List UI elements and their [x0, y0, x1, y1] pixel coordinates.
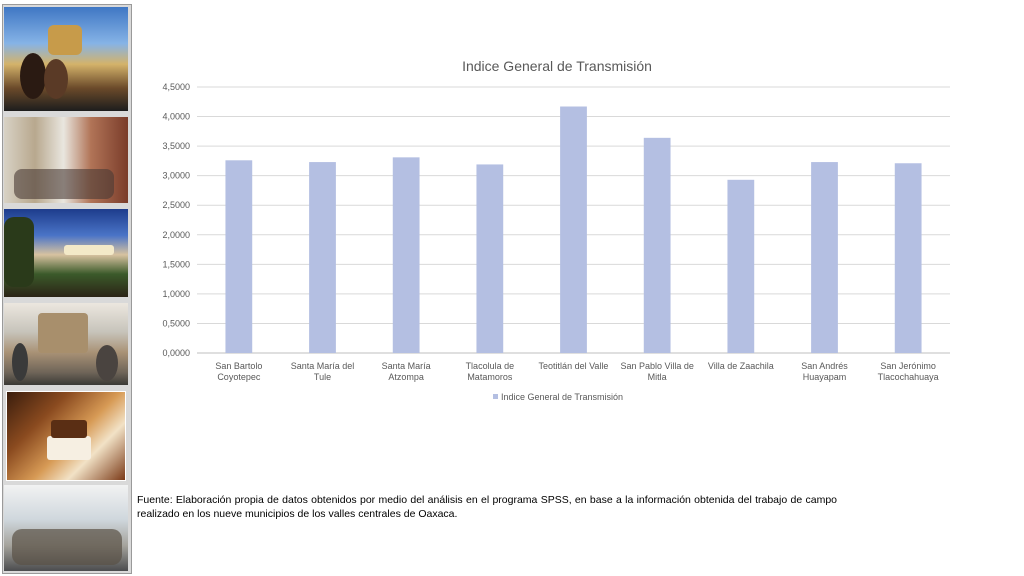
legend-swatch: [493, 394, 498, 399]
chart-title: Indice General de Transmisión: [462, 58, 652, 74]
x-tick-label: Tlacolula de Matamoros: [466, 361, 515, 382]
bars: [225, 106, 922, 353]
legend-label: Indice General de Transmisión: [501, 392, 623, 402]
bar: [560, 106, 587, 353]
x-tick-label: San Jerónimo Tlacochahuaya: [878, 361, 939, 382]
y-tick-label: 0,0000: [162, 348, 190, 358]
y-tick-label: 2,5000: [162, 200, 190, 210]
x-axis-ticks: San Bartolo Coyotepec Santa María del Tule S…: [215, 361, 938, 382]
y-tick-label: 4,5000: [162, 82, 190, 92]
bar: [476, 164, 504, 353]
x-tick-label: Villa de Zaachila: [708, 361, 774, 371]
bar: [643, 137, 671, 353]
photo-sidebar: [2, 4, 132, 574]
bar: [727, 179, 755, 353]
y-tick-label: 0,5000: [162, 318, 190, 328]
x-tick-label: Santa María del Tule: [291, 361, 355, 382]
y-tick-label: 2,0000: [162, 230, 190, 240]
y-tick-label: 1,0000: [162, 289, 190, 299]
market-people-photo: [4, 485, 128, 571]
source-note: Fuente: Elaboración propia de datos obte…: [137, 494, 837, 520]
x-tick-label: San Bartolo Coyotepec: [215, 361, 262, 382]
bar: [811, 162, 838, 353]
x-tick-label: Santa María Atzompa: [382, 361, 431, 382]
x-tick-label: San Pablo Villa de Mitla: [620, 361, 693, 382]
street-crowd-photo: [4, 117, 128, 203]
hotel-room-photo: [6, 391, 126, 481]
x-tick-label: Teotitlán del Valle: [539, 361, 609, 371]
bar: [225, 160, 253, 353]
bar: [392, 157, 420, 353]
bar: [309, 162, 336, 353]
y-tick-label: 3,0000: [162, 171, 190, 181]
x-tick-label: San Andrés Huayapam: [801, 361, 848, 382]
church-plaza-photo: [4, 303, 128, 385]
bar: [894, 163, 922, 353]
y-axis-ticks: 0,0000 0,5000 1,0000 1,5000 2,0000 2,5000 3,00…: [162, 82, 190, 358]
y-tick-label: 4,0000: [162, 112, 190, 122]
city-tourists-photo: [4, 7, 128, 111]
y-tick-label: 1,5000: [162, 259, 190, 269]
y-tick-label: 3,5000: [162, 141, 190, 151]
legend: Indice General de Transmisión: [493, 392, 623, 402]
terrace-panorama-photo: [4, 209, 128, 297]
bar-chart: Indice General de Transmisión 0,0000 0,50…: [162, 58, 950, 402]
